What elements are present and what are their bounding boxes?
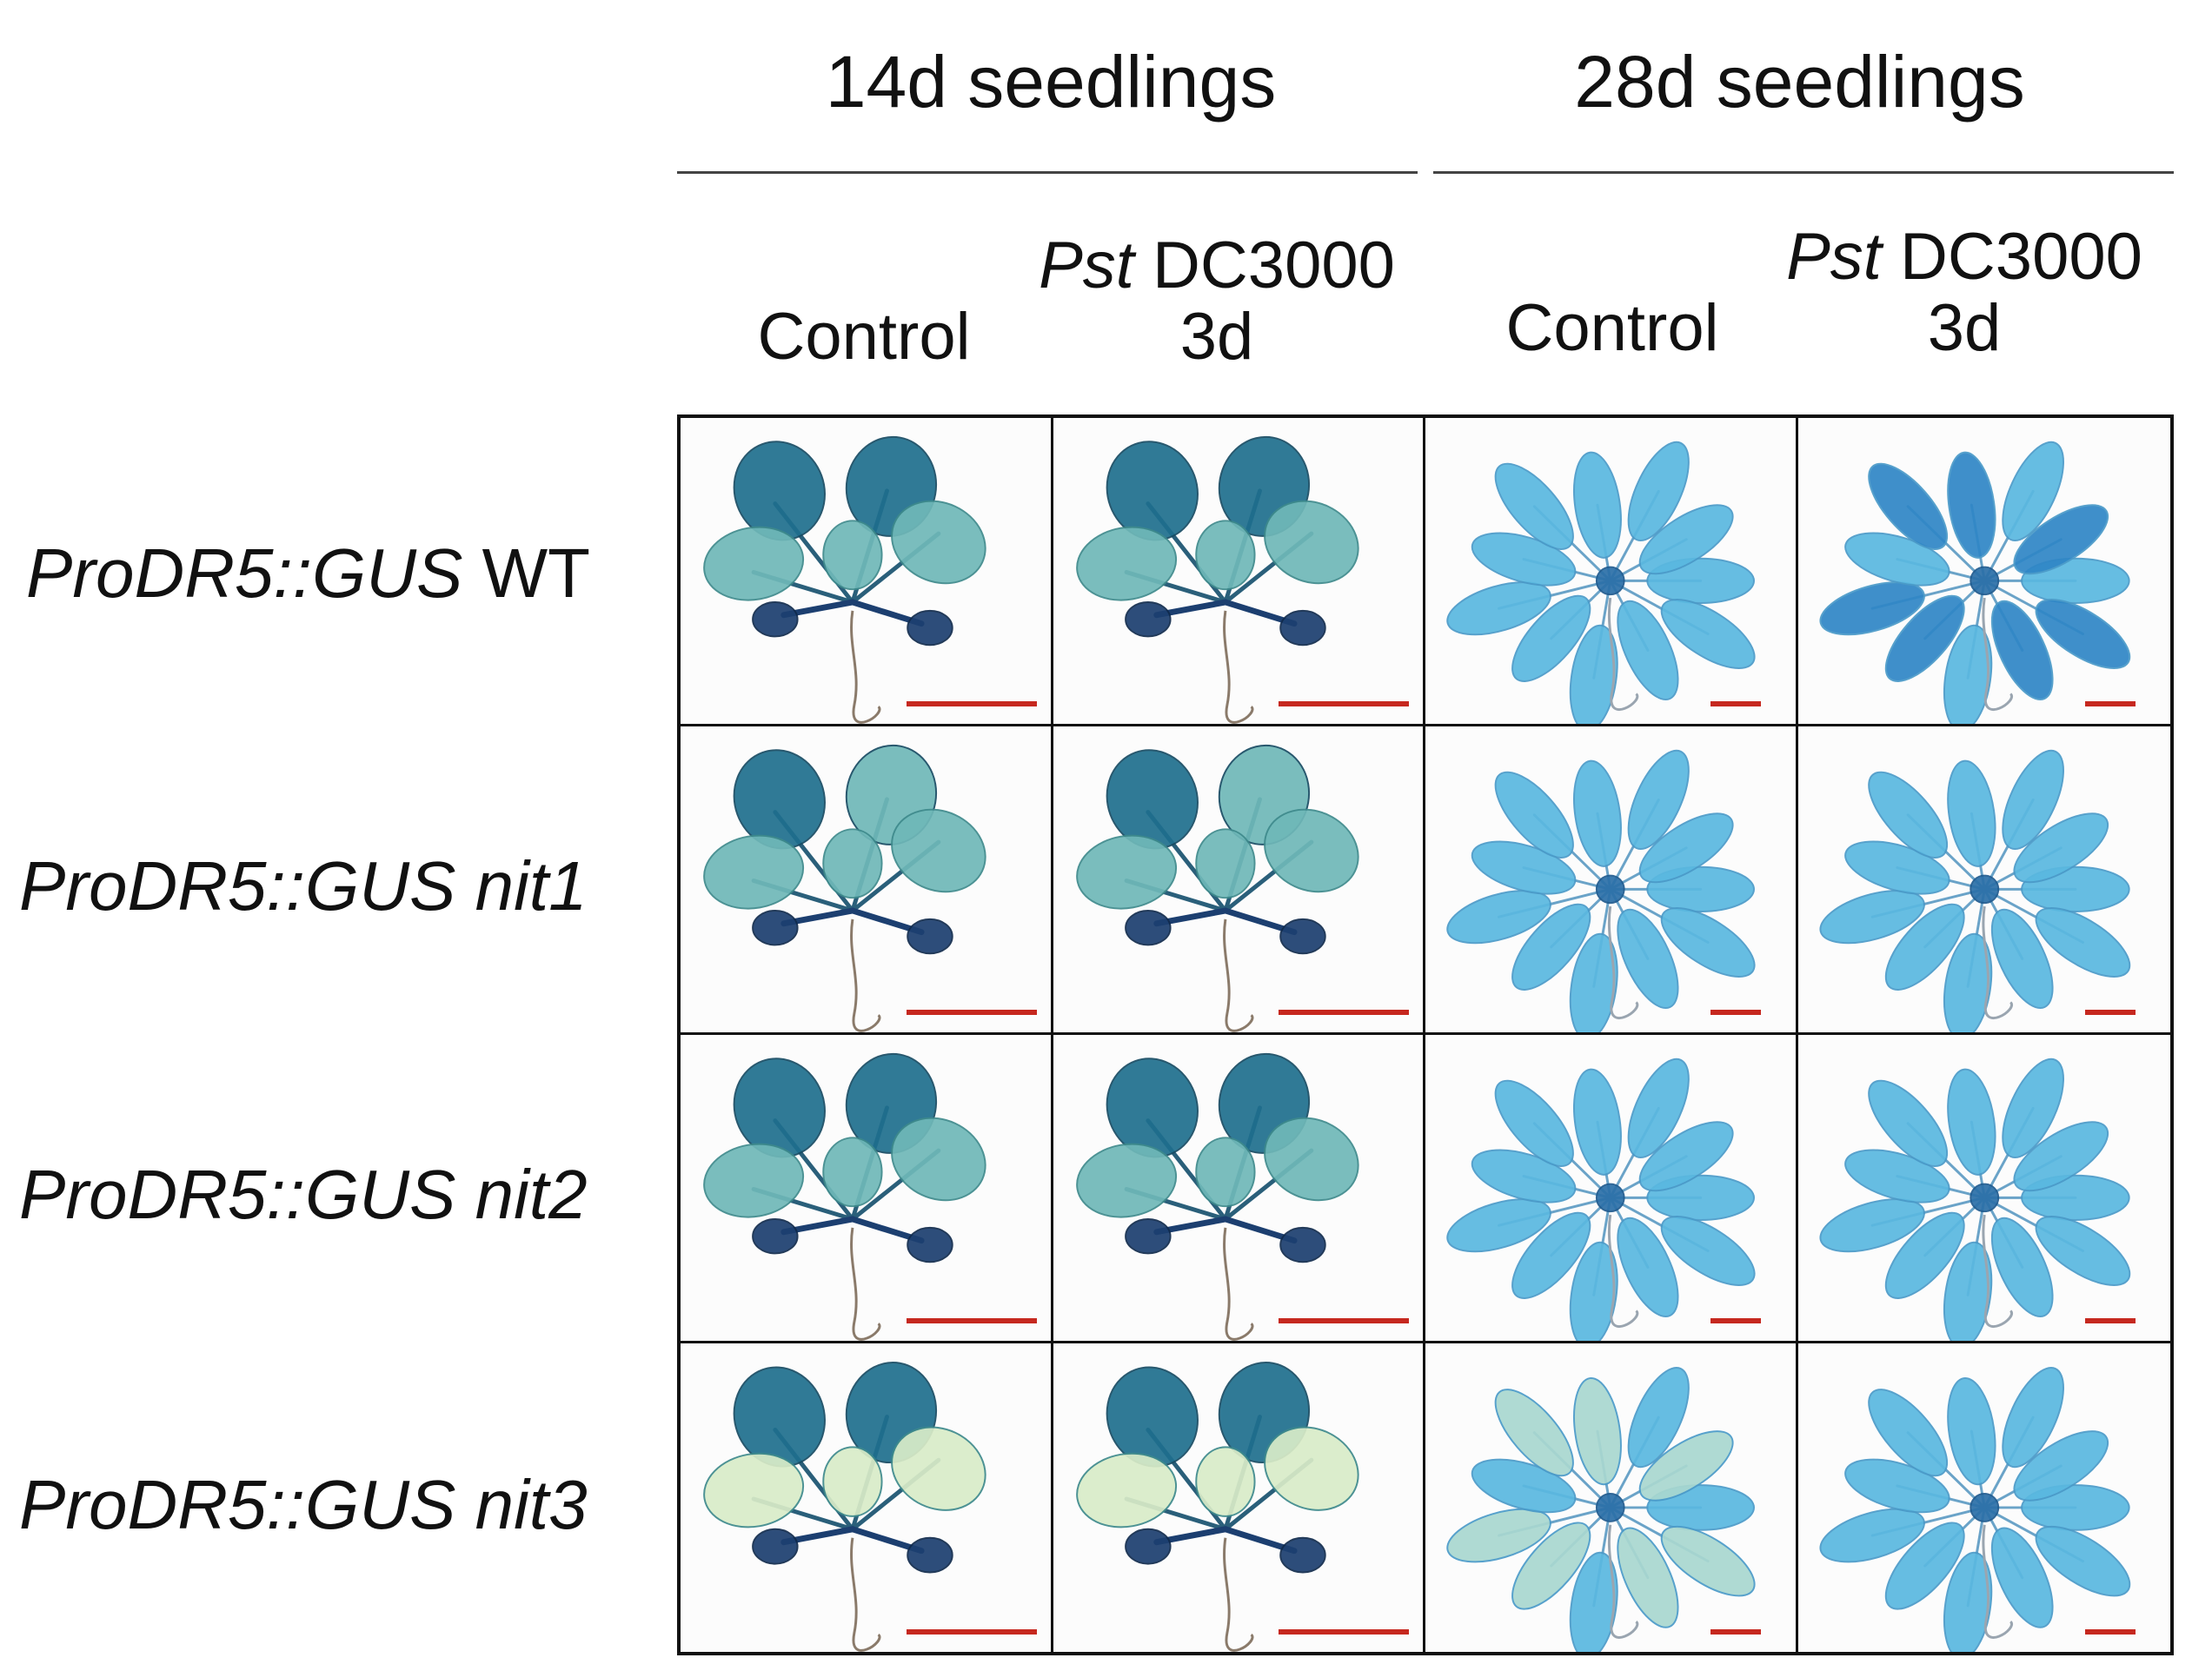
scale-bar bbox=[1710, 1010, 1761, 1015]
scale-bar bbox=[906, 701, 1037, 706]
seedling-photo-wt-14d-pst bbox=[1053, 418, 1425, 726]
scale-bar bbox=[1710, 701, 1761, 706]
row-label-nit3: ProDR5::GUS nit3 bbox=[19, 1466, 588, 1543]
seedling-photo-nit2-28d-control bbox=[1425, 1035, 1798, 1343]
scale-bar bbox=[1279, 1318, 1409, 1323]
scale-bar bbox=[2085, 1010, 2136, 1015]
seedling-photo-wt-28d-pst bbox=[1797, 418, 2170, 726]
row-label-wt: ProDR5::GUS WT bbox=[26, 534, 590, 612]
condition-header-4: Pst DC3000 3d bbox=[1786, 220, 2142, 365]
seedling-photo-wt-28d-control bbox=[1425, 418, 1798, 726]
scale-bar bbox=[1279, 1010, 1409, 1015]
row-label-nit1: ProDR5::GUS nit1 bbox=[19, 847, 588, 925]
seedling-photo-wt-14d-control bbox=[681, 418, 1053, 726]
seedling-image-grid bbox=[677, 414, 2174, 1655]
seedling-photo-nit2-14d-control bbox=[681, 1035, 1053, 1343]
seedling-photo-nit3-28d-pst bbox=[1797, 1343, 2170, 1652]
seedling-photo-nit3-28d-control bbox=[1425, 1343, 1798, 1652]
scale-bar bbox=[2085, 1318, 2136, 1323]
row-label-nit2: ProDR5::GUS nit2 bbox=[19, 1156, 588, 1233]
seedling-photo-nit1-28d-pst bbox=[1797, 726, 2170, 1035]
scale-bar bbox=[2085, 701, 2136, 706]
seedling-photo-nit1-14d-pst bbox=[1053, 726, 1425, 1035]
scale-bar bbox=[2085, 1629, 2136, 1635]
scale-bar bbox=[906, 1318, 1037, 1323]
scale-bar bbox=[906, 1010, 1037, 1015]
seedling-photo-nit3-14d-pst bbox=[1053, 1343, 1425, 1652]
scale-bar bbox=[906, 1629, 1037, 1635]
seedling-photo-nit2-28d-pst bbox=[1797, 1035, 2170, 1343]
seedling-photo-nit3-14d-control bbox=[681, 1343, 1053, 1652]
group-line-14d bbox=[677, 171, 1418, 174]
scale-bar bbox=[1710, 1318, 1761, 1323]
condition-header-3: Control bbox=[1505, 291, 1719, 365]
scale-bar bbox=[1710, 1629, 1761, 1635]
seedling-photo-nit1-14d-control bbox=[681, 726, 1053, 1035]
seedling-photo-nit1-28d-control bbox=[1425, 726, 1798, 1035]
condition-header-1: Control bbox=[757, 300, 971, 374]
seedling-photo-nit2-14d-pst bbox=[1053, 1035, 1425, 1343]
condition-header-2: Pst DC3000 3d bbox=[1039, 229, 1395, 374]
scale-bar bbox=[1279, 701, 1409, 706]
group-title-14d: 14d seedlings bbox=[825, 41, 1277, 123]
group-line-28d bbox=[1433, 171, 2174, 174]
group-title-28d: 28d seedlings bbox=[1574, 41, 2025, 123]
scale-bar bbox=[1279, 1629, 1409, 1635]
